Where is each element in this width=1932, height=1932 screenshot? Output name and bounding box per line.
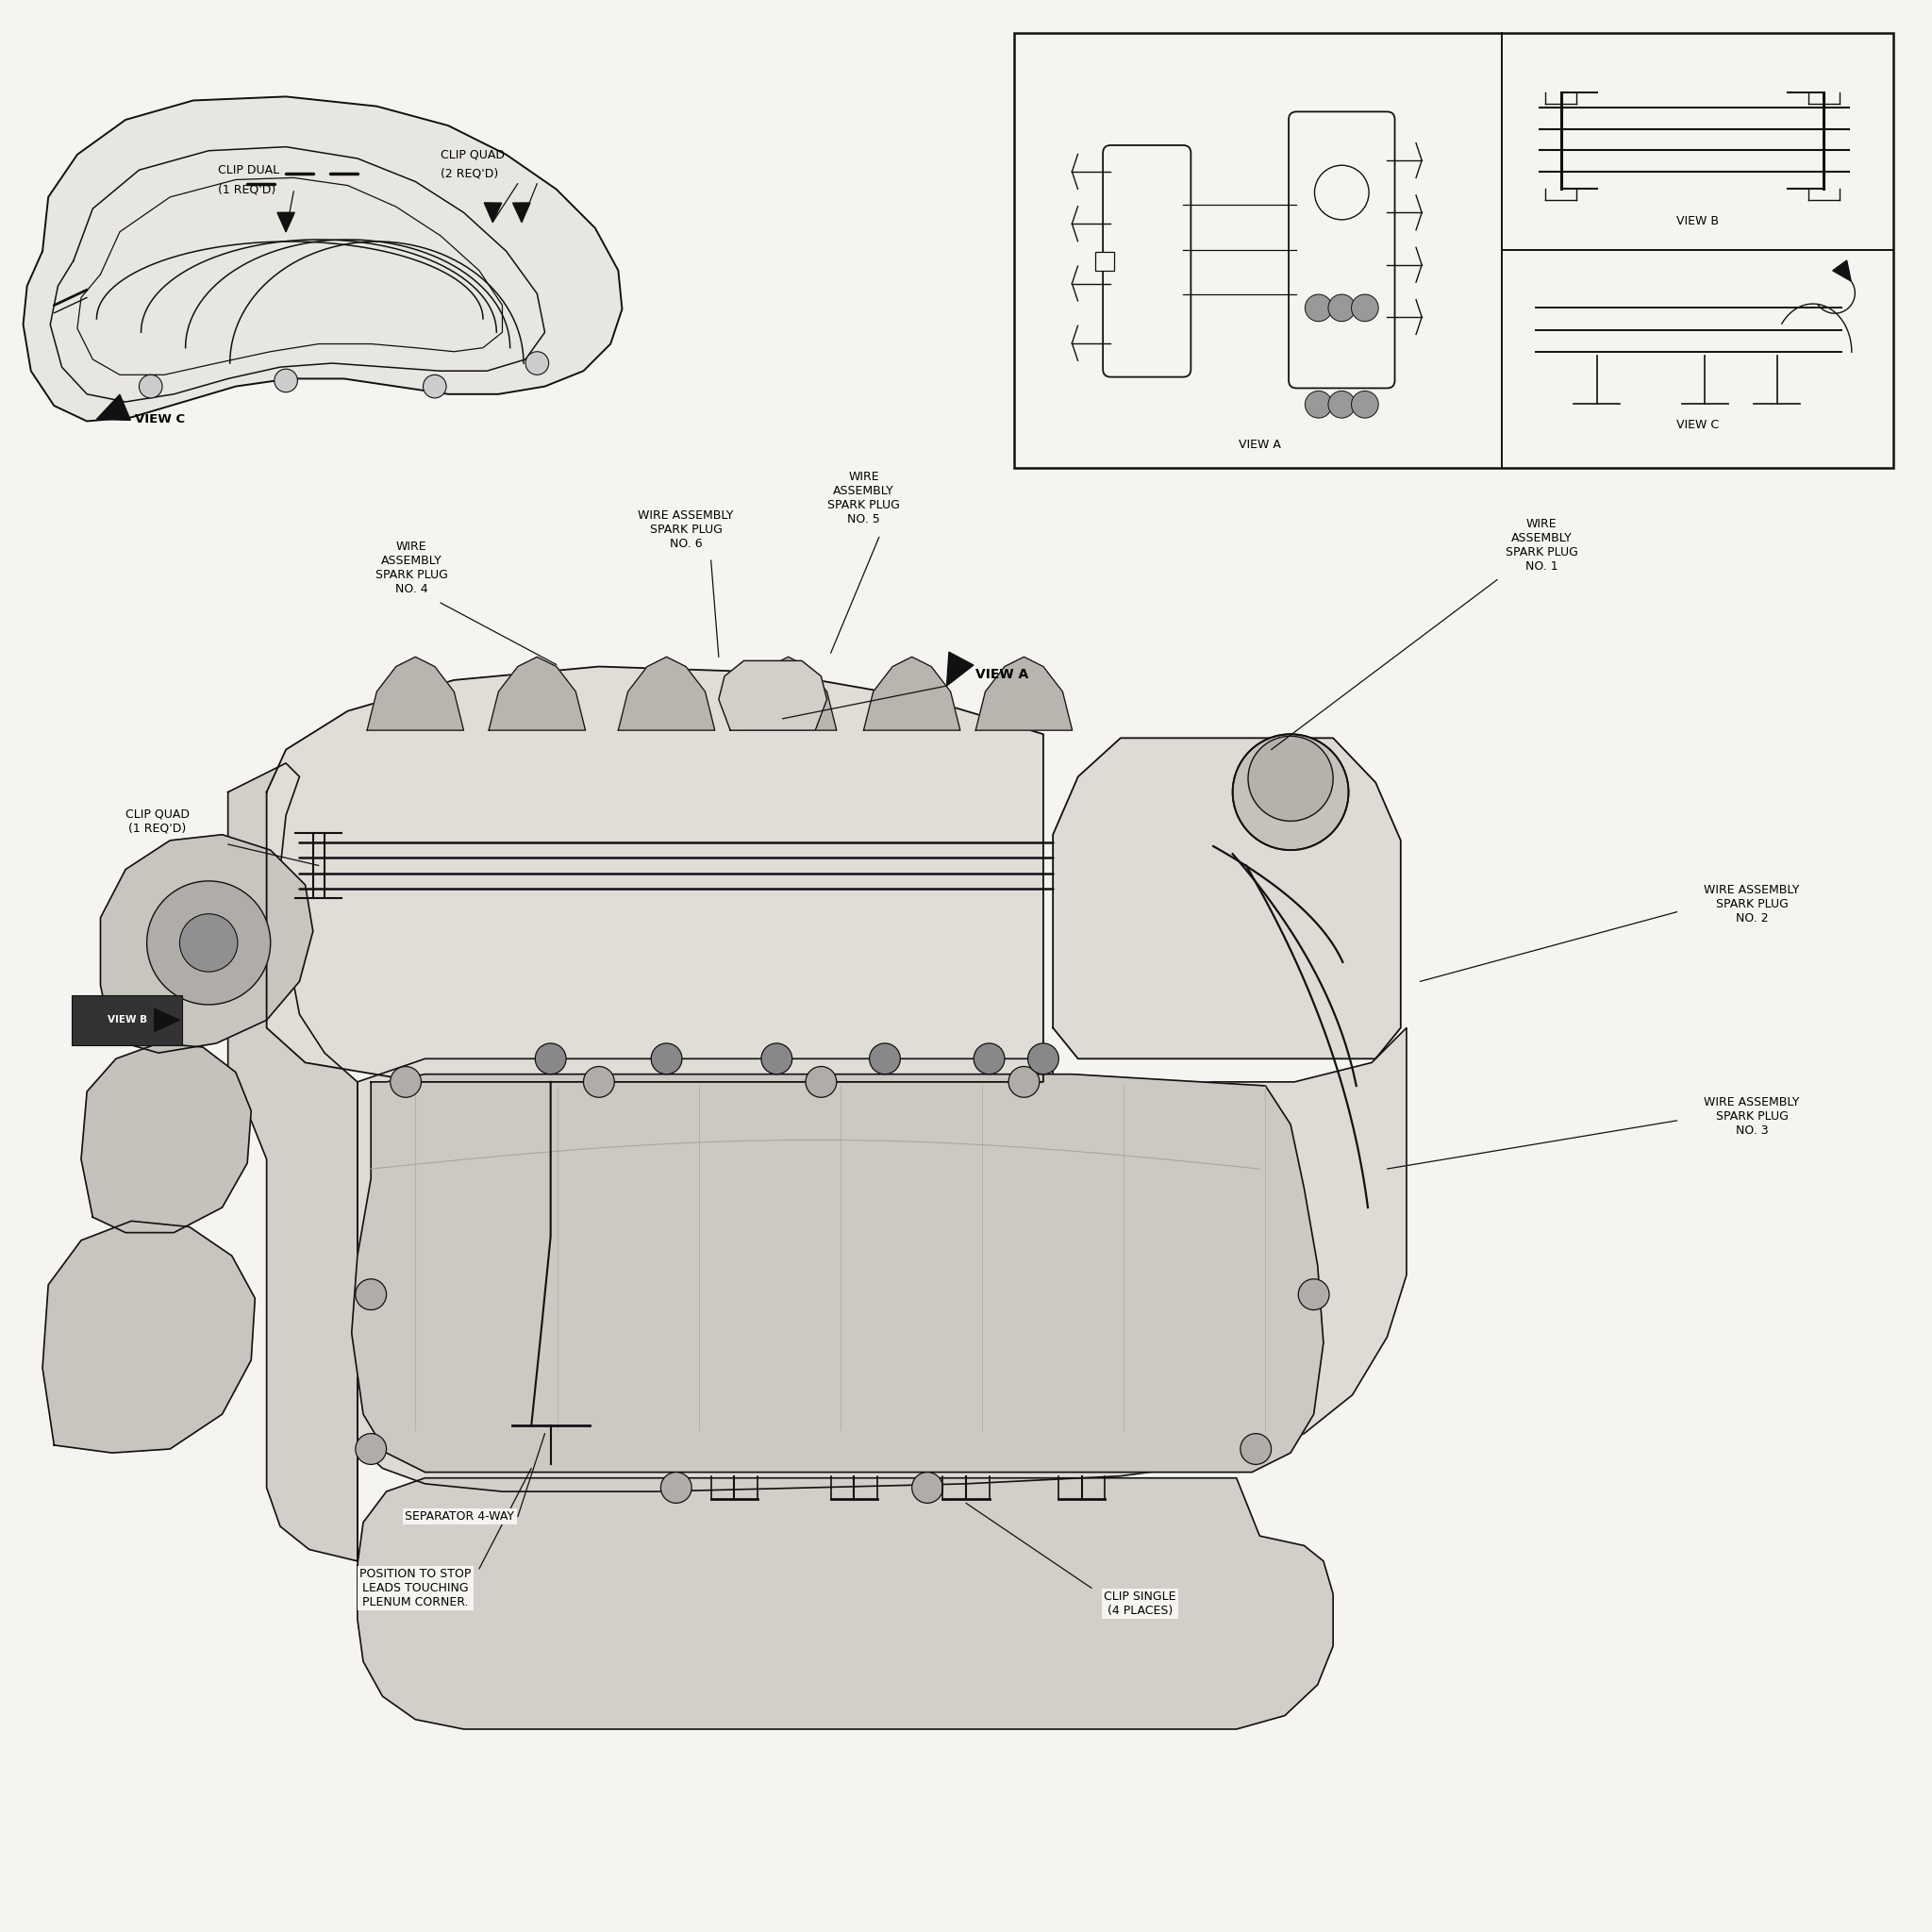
Circle shape bbox=[1304, 390, 1331, 417]
Polygon shape bbox=[357, 1478, 1333, 1729]
Text: WIRE
ASSEMBLY
SPARK PLUG
NO. 1: WIRE ASSEMBLY SPARK PLUG NO. 1 bbox=[1505, 518, 1578, 572]
Text: WIRE ASSEMBLY
SPARK PLUG
NO. 6: WIRE ASSEMBLY SPARK PLUG NO. 6 bbox=[638, 510, 734, 549]
FancyBboxPatch shape bbox=[1103, 145, 1190, 377]
Circle shape bbox=[1350, 294, 1378, 321]
Text: CLIP QUAD
(1 REQ'D): CLIP QUAD (1 REQ'D) bbox=[126, 808, 189, 835]
Circle shape bbox=[180, 914, 238, 972]
Bar bbox=[1014, 33, 1893, 468]
Text: (2 REQ'D): (2 REQ'D) bbox=[440, 168, 498, 180]
Circle shape bbox=[1314, 166, 1370, 220]
Circle shape bbox=[1350, 390, 1378, 417]
Text: WIRE
ASSEMBLY
SPARK PLUG
NO. 5: WIRE ASSEMBLY SPARK PLUG NO. 5 bbox=[827, 471, 900, 526]
Polygon shape bbox=[23, 97, 622, 421]
Text: CLIP QUAD: CLIP QUAD bbox=[440, 149, 504, 160]
Text: (1 REQ'D): (1 REQ'D) bbox=[218, 184, 276, 195]
Circle shape bbox=[274, 369, 298, 392]
Circle shape bbox=[1009, 1066, 1039, 1097]
Polygon shape bbox=[719, 661, 827, 730]
Circle shape bbox=[1240, 1434, 1271, 1464]
Text: POSITION TO STOP
LEADS TOUCHING
PLENUM CORNER.: POSITION TO STOP LEADS TOUCHING PLENUM C… bbox=[359, 1569, 471, 1607]
Polygon shape bbox=[228, 763, 357, 1561]
Circle shape bbox=[583, 1066, 614, 1097]
Polygon shape bbox=[512, 203, 529, 222]
Text: WIRE ASSEMBLY
SPARK PLUG
NO. 3: WIRE ASSEMBLY SPARK PLUG NO. 3 bbox=[1704, 1097, 1799, 1136]
Polygon shape bbox=[740, 657, 837, 730]
Polygon shape bbox=[864, 657, 960, 730]
Circle shape bbox=[1233, 734, 1349, 850]
Polygon shape bbox=[100, 835, 313, 1053]
Circle shape bbox=[806, 1066, 837, 1097]
Circle shape bbox=[761, 1043, 792, 1074]
Circle shape bbox=[423, 375, 446, 398]
Text: VIEW C: VIEW C bbox=[1677, 419, 1719, 431]
Circle shape bbox=[1304, 294, 1331, 321]
Polygon shape bbox=[618, 657, 715, 730]
Circle shape bbox=[526, 352, 549, 375]
Circle shape bbox=[1298, 1279, 1329, 1310]
Text: VIEW B: VIEW B bbox=[1677, 214, 1719, 228]
Polygon shape bbox=[947, 651, 974, 686]
Text: VIEW B: VIEW B bbox=[108, 1016, 147, 1024]
Bar bbox=[1095, 251, 1115, 270]
Polygon shape bbox=[43, 1221, 255, 1453]
Text: WIRE ASSEMBLY
SPARK PLUG
NO. 2: WIRE ASSEMBLY SPARK PLUG NO. 2 bbox=[1704, 885, 1799, 923]
Circle shape bbox=[869, 1043, 900, 1074]
Polygon shape bbox=[1053, 738, 1401, 1059]
Polygon shape bbox=[485, 203, 502, 222]
Circle shape bbox=[974, 1043, 1005, 1074]
Circle shape bbox=[535, 1043, 566, 1074]
Text: VIEW A: VIEW A bbox=[976, 668, 1028, 680]
Circle shape bbox=[1248, 736, 1333, 821]
Text: CLIP SINGLE
(4 PLACES): CLIP SINGLE (4 PLACES) bbox=[1103, 1590, 1177, 1617]
Polygon shape bbox=[1833, 261, 1851, 282]
Polygon shape bbox=[155, 1009, 180, 1032]
Polygon shape bbox=[97, 394, 131, 419]
Circle shape bbox=[139, 375, 162, 398]
FancyBboxPatch shape bbox=[1289, 112, 1395, 388]
Text: SEPARATOR 4-WAY: SEPARATOR 4-WAY bbox=[406, 1511, 514, 1522]
Polygon shape bbox=[352, 1074, 1323, 1472]
Polygon shape bbox=[81, 1043, 251, 1233]
Text: VIEW A: VIEW A bbox=[1238, 439, 1281, 450]
Circle shape bbox=[661, 1472, 692, 1503]
Text: CLIP DUAL: CLIP DUAL bbox=[218, 164, 280, 176]
Circle shape bbox=[651, 1043, 682, 1074]
Circle shape bbox=[355, 1434, 386, 1464]
Circle shape bbox=[1327, 294, 1354, 321]
Circle shape bbox=[355, 1279, 386, 1310]
Polygon shape bbox=[489, 657, 585, 730]
Text: WIRE
ASSEMBLY
SPARK PLUG
NO. 4: WIRE ASSEMBLY SPARK PLUG NO. 4 bbox=[375, 541, 448, 595]
Polygon shape bbox=[357, 1028, 1406, 1561]
FancyBboxPatch shape bbox=[71, 995, 182, 1045]
Polygon shape bbox=[267, 667, 1043, 1082]
Polygon shape bbox=[278, 213, 294, 232]
Circle shape bbox=[1327, 390, 1354, 417]
Circle shape bbox=[390, 1066, 421, 1097]
Circle shape bbox=[147, 881, 270, 1005]
Polygon shape bbox=[976, 657, 1072, 730]
Text: VIEW C: VIEW C bbox=[135, 413, 185, 425]
Polygon shape bbox=[367, 657, 464, 730]
Circle shape bbox=[912, 1472, 943, 1503]
Circle shape bbox=[1028, 1043, 1059, 1074]
